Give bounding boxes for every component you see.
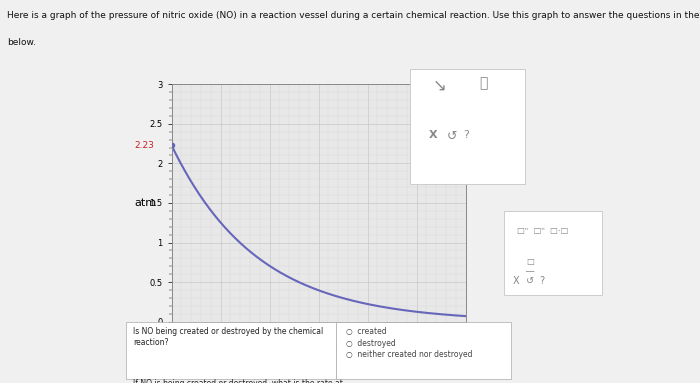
Y-axis label: atm: atm [134,198,156,208]
Text: ⎕: ⎕ [480,77,488,91]
Text: ○  neither created nor destroyed: ○ neither created nor destroyed [346,350,473,359]
X-axis label: seconds: seconds [295,344,342,354]
Text: Is NO being created or destroyed by the chemical
reaction?: Is NO being created or destroyed by the … [133,327,323,347]
Text: If NO is being created or destroyed, what is the rate at
which it is being creat: If NO is being created or destroyed, wha… [133,379,344,383]
Text: ○  destroyed: ○ destroyed [346,339,396,348]
Text: below.: below. [7,38,36,47]
Text: X: X [513,276,519,286]
Text: X: X [428,130,437,140]
Text: □
―: □ ― [526,257,535,276]
Text: ○  created: ○ created [346,327,387,336]
Text: ↺: ↺ [526,276,535,286]
Text: ?: ? [463,130,469,140]
Text: 2.23: 2.23 [134,141,154,150]
Text: ?: ? [539,276,544,286]
Text: ↺: ↺ [447,130,457,143]
Text: Here is a graph of the pressure of nitric oxide (NO) in a reaction vessel during: Here is a graph of the pressure of nitri… [7,11,700,20]
Text: □ⁿ  □ⁿ  □⋅□: □ⁿ □ⁿ □⋅□ [517,226,568,235]
Text: ↘: ↘ [433,77,447,95]
